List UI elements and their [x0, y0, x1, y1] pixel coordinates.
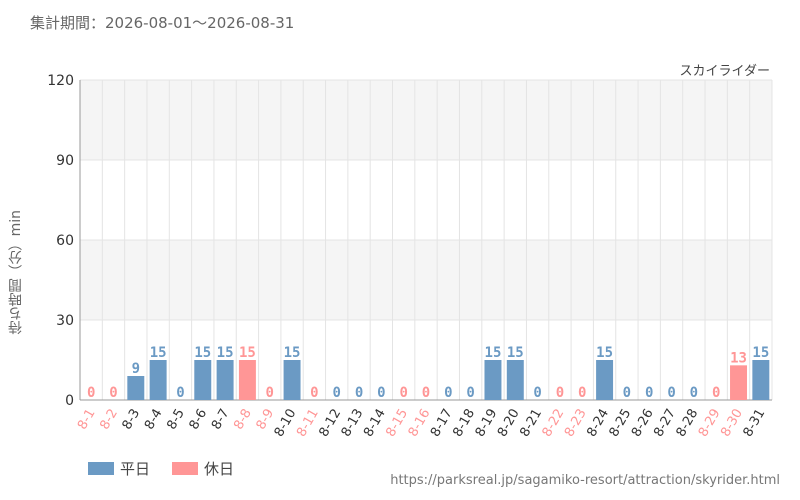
legend-label-holiday: 休日	[204, 460, 235, 478]
data-label-8-9: 0	[266, 385, 274, 401]
data-label-8-6: 15	[194, 345, 211, 361]
bar-8-31	[752, 360, 770, 400]
y-tick-label: 30	[56, 313, 74, 329]
x-tick-label-8-21: 8-21	[517, 407, 545, 440]
x-tick-label-8-1: 8-1	[75, 407, 99, 433]
x-tick-label-8-24: 8-24	[584, 407, 612, 440]
x-tick-label-8-30: 8-30	[718, 407, 746, 440]
x-tick-label-8-13: 8-13	[339, 407, 367, 440]
bar-8-7	[216, 360, 234, 400]
data-label-8-2: 0	[109, 385, 117, 401]
y-tick-label: 120	[47, 73, 74, 89]
x-tick-label-8-26: 8-26	[629, 407, 657, 440]
x-tick-label-8-10: 8-10	[272, 407, 300, 440]
x-tick-label-8-17: 8-17	[428, 407, 456, 440]
data-label-8-11: 0	[310, 385, 318, 401]
x-tick-label-8-3: 8-3	[120, 407, 144, 433]
legend: 平日 休日	[88, 458, 234, 479]
bar-8-8	[238, 360, 256, 400]
data-label-8-12: 0	[332, 385, 340, 401]
data-label-8-18: 0	[466, 385, 474, 401]
data-label-8-19: 15	[485, 345, 502, 361]
x-tick-label-8-23: 8-23	[562, 407, 590, 440]
x-tick-label-8-27: 8-27	[651, 407, 679, 440]
bar-8-6	[194, 360, 212, 400]
legend-swatch-weekday	[88, 462, 114, 475]
x-tick-label-8-2: 8-2	[97, 407, 121, 433]
data-label-8-5: 0	[176, 385, 184, 401]
data-label-8-31: 15	[752, 345, 769, 361]
x-tick-label-8-15: 8-15	[383, 407, 411, 440]
data-label-8-28: 0	[690, 385, 698, 401]
x-tick-label-8-16: 8-16	[406, 407, 434, 440]
data-label-8-17: 0	[444, 385, 452, 401]
data-label-8-25: 0	[623, 385, 631, 401]
data-label-8-30: 13	[730, 350, 747, 366]
y-tick-label: 0	[65, 393, 74, 409]
data-label-8-3: 9	[132, 361, 140, 377]
y-tick-label: 60	[56, 233, 74, 249]
data-label-8-4: 15	[150, 345, 167, 361]
x-tick-label-8-8: 8-8	[231, 407, 255, 433]
bar-8-24	[596, 360, 614, 400]
x-tick-label-8-22: 8-22	[540, 407, 568, 440]
period-label: 集計期間：2026-08-01～2026-08-31	[30, 14, 295, 32]
legend-swatch-holiday	[172, 462, 199, 475]
x-tick-label-8-7: 8-7	[209, 407, 233, 433]
data-label-8-29: 0	[712, 385, 720, 401]
bar-8-19	[484, 360, 502, 400]
data-label-8-22: 0	[556, 385, 564, 401]
x-tick-label-8-31: 8-31	[741, 407, 769, 440]
y-tick-label: 90	[56, 153, 74, 169]
legend-item-weekday[interactable]: 平日	[88, 458, 150, 479]
x-tick-label-8-28: 8-28	[674, 407, 702, 440]
legend-item-holiday[interactable]: 休日	[172, 458, 234, 479]
data-label-8-13: 0	[355, 385, 363, 401]
bar-8-10	[283, 360, 301, 400]
data-label-8-14: 0	[377, 385, 385, 401]
x-tick-label-8-18: 8-18	[450, 407, 478, 440]
x-tick-label-8-20: 8-20	[495, 407, 523, 440]
data-label-8-10: 15	[284, 345, 301, 361]
data-label-8-24: 15	[596, 345, 613, 361]
x-tick-label-8-25: 8-25	[607, 407, 635, 440]
bar-8-3	[127, 376, 145, 400]
data-label-8-7: 15	[217, 345, 234, 361]
data-label-8-15: 0	[399, 385, 407, 401]
data-label-8-1: 0	[87, 385, 95, 401]
attraction-name: スカイライダー	[679, 64, 770, 79]
grid-band	[80, 80, 772, 160]
bar-8-20	[506, 360, 524, 400]
data-label-8-27: 0	[667, 385, 675, 401]
x-tick-label-8-29: 8-29	[696, 407, 724, 440]
x-tick-label-8-11: 8-11	[294, 407, 322, 440]
x-tick-label-8-4: 8-4	[142, 407, 166, 433]
data-label-8-20: 15	[507, 345, 524, 361]
bar-8-4	[149, 360, 167, 400]
data-label-8-8: 15	[239, 345, 256, 361]
grid-band	[80, 240, 772, 320]
data-label-8-21: 0	[533, 385, 541, 401]
legend-label-weekday: 平日	[120, 460, 151, 478]
x-tick-label-8-5: 8-5	[164, 407, 188, 433]
source-url[interactable]: https://parksreal.jp/sagamiko-resort/att…	[390, 473, 780, 488]
x-tick-label-8-14: 8-14	[361, 407, 389, 440]
data-label-8-16: 0	[422, 385, 430, 401]
bar-8-30	[730, 365, 747, 400]
x-tick-label-8-12: 8-12	[316, 407, 344, 440]
data-label-8-26: 0	[645, 385, 653, 401]
x-tick-label-8-6: 8-6	[187, 407, 211, 433]
x-tick-label-8-19: 8-19	[473, 407, 501, 440]
data-label-8-23: 0	[578, 385, 586, 401]
